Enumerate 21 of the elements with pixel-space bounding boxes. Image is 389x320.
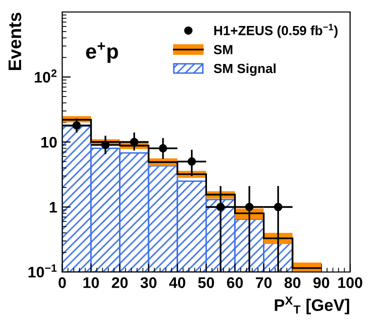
y-tick-label: 10$^{2}$ bbox=[34, 69, 57, 83]
x-tick-label: 80 bbox=[284, 277, 300, 288]
x-tick-label: 40 bbox=[169, 277, 186, 288]
x-tick-label: 100 bbox=[338, 277, 362, 288]
y-axis-title: Events bbox=[8, 12, 22, 70]
legend-label: SM Signal bbox=[214, 63, 276, 76]
x-tick-label: 70 bbox=[256, 277, 272, 288]
y-tick-label: 10 bbox=[41, 136, 57, 148]
legend-label: SM bbox=[214, 44, 232, 54]
x-tick-label: 30 bbox=[140, 277, 156, 288]
x-tick-label: 20 bbox=[112, 277, 128, 288]
y-tick-label: 10$^{−1}$ bbox=[28, 264, 57, 278]
y-tick-label: 1 bbox=[50, 202, 57, 213]
x-tick-label: 50 bbox=[198, 277, 214, 288]
x-tick-label: 90 bbox=[313, 277, 330, 288]
x-axis-title: P$^{X}$$_{T}$ [GeV] bbox=[274, 296, 350, 314]
x-tick-label: 0 bbox=[58, 277, 66, 288]
x-tick-label: 10 bbox=[83, 277, 99, 288]
x-tick-label: 60 bbox=[227, 277, 243, 288]
legend-label: H1+ZEUS (0.59 fb$^{−1}$) bbox=[214, 24, 338, 38]
annotation: e$^{+}$p bbox=[86, 42, 118, 63]
